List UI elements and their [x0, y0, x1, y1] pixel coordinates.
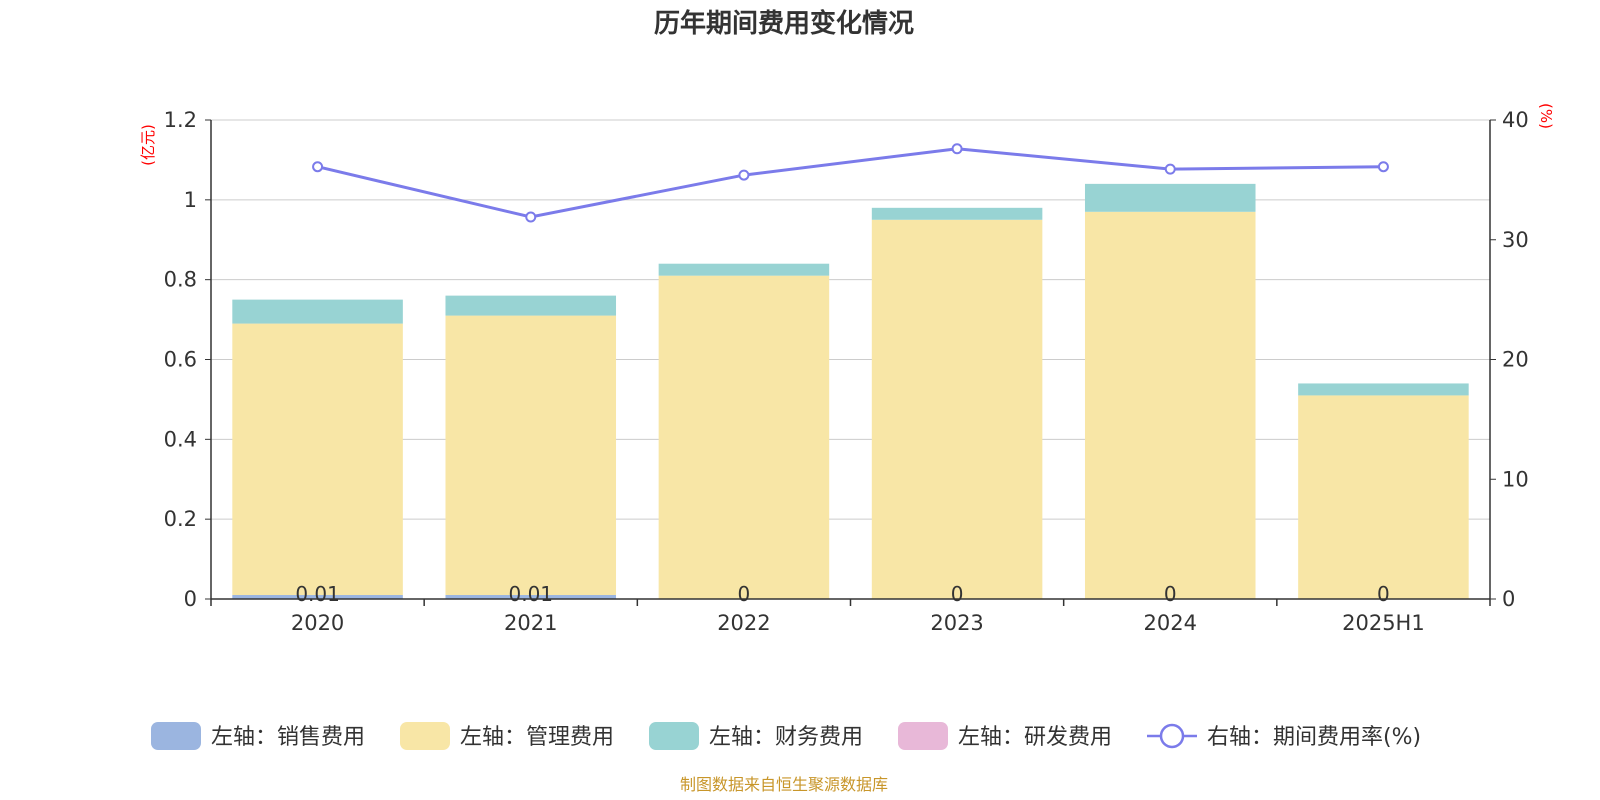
legend-label: 左轴：研发费用 [958, 725, 1112, 750]
left-tick-label: 0.2 [164, 507, 197, 531]
bar-segment [232, 323, 403, 596]
left-tick-label: 0.6 [164, 348, 197, 372]
rate-line [312, 143, 1389, 223]
rate-polyline [317, 147, 1384, 219]
x-tick-label: 2023 [930, 611, 983, 635]
x-tick-label: 2024 [1144, 611, 1197, 635]
legend-swatch [898, 722, 948, 750]
right-tick-label: 30 [1502, 228, 1529, 252]
data-labels: 0.01 0.01 0 0 0 0 [295, 582, 1389, 606]
bar-segment [445, 595, 617, 599]
left-tick-label: 1 [184, 188, 197, 212]
legend-marker-icon [1159, 723, 1185, 749]
chart-title: 历年期间费用变化情况 [654, 8, 914, 39]
left-axis-unit: (亿元) [139, 124, 157, 166]
left-tick-label: 0 [184, 587, 197, 611]
bar-segment [232, 595, 403, 599]
data-label: 0.01 [508, 582, 553, 606]
data-label: 0 [738, 582, 751, 606]
rate-point [951, 143, 963, 155]
legend-label: 右轴：期间费用率(%) [1207, 725, 1421, 750]
right-tick-label: 40 [1502, 108, 1529, 132]
rate-point [312, 161, 324, 173]
legend-label: 左轴：管理费用 [460, 725, 614, 750]
x-tick-label: 2025H1 [1342, 611, 1425, 635]
axes: 0 0.2 0.4 0.6 0.8 1 1.2 0 10 20 30 40 2020 2021 2022 20… [164, 108, 1529, 635]
right-tick-label: 10 [1502, 467, 1529, 491]
bar-segment [871, 207, 1043, 220]
data-label: 0 [951, 582, 964, 606]
bar-segment [658, 275, 830, 599]
bar-segment [871, 219, 1043, 599]
right-tick-label: 20 [1502, 348, 1529, 372]
left-tick-label: 1.2 [164, 108, 197, 132]
legend-label: 左轴：财务费用 [709, 725, 863, 750]
right-axis-unit: (%) [1537, 103, 1555, 129]
legend: 左轴：销售费用 左轴：管理费用 左轴：财务费用 左轴：研发费用 右轴：期间费用率(%) [151, 722, 1421, 750]
bar-segment [1084, 211, 1256, 599]
rate-point [525, 211, 537, 223]
x-tick-label: 2022 [717, 611, 770, 635]
bars [232, 183, 1469, 599]
x-tick-label: 2021 [504, 611, 557, 635]
data-label: 0.01 [295, 582, 340, 606]
left-tick-label: 0.4 [164, 427, 197, 451]
source-note: 制图数据来自恒生聚源数据库 [680, 775, 888, 794]
legend-swatch [151, 722, 201, 750]
bar-segment [1298, 383, 1469, 396]
data-label: 0 [1377, 582, 1390, 606]
bar-segment [445, 315, 617, 596]
data-label: 0 [1164, 582, 1177, 606]
x-tick-label: 2020 [291, 611, 344, 635]
bar-segment [1298, 395, 1469, 599]
gridlines [211, 119, 1490, 520]
bar-segment [232, 299, 403, 324]
rate-point [1164, 163, 1176, 175]
legend-label: 左轴：销售费用 [211, 725, 365, 750]
left-tick-label: 0.8 [164, 268, 197, 292]
legend-swatch [649, 722, 699, 750]
rate-point [738, 169, 750, 181]
bar-segment [445, 295, 617, 316]
bar-segment [658, 263, 830, 276]
legend-swatch [400, 722, 450, 750]
bar-segment [1084, 183, 1256, 212]
right-tick-label: 0 [1502, 587, 1515, 611]
rate-point [1377, 161, 1389, 173]
